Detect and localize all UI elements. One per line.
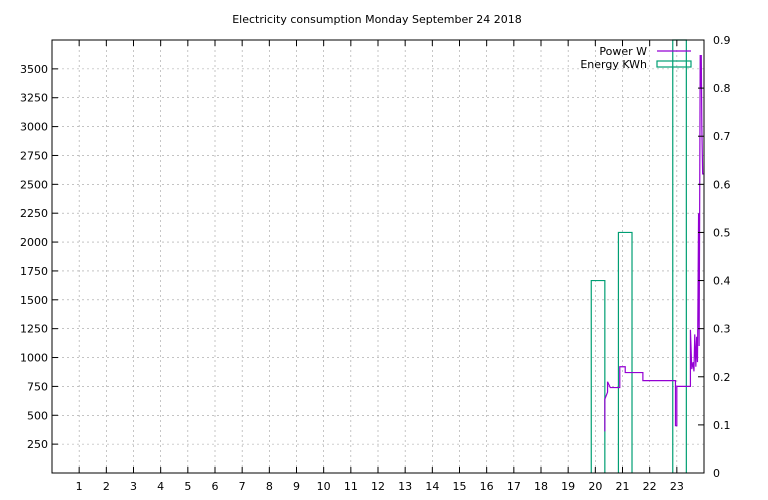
y-tick-label: 2750: [20, 149, 48, 162]
x-tick-label: 19: [561, 480, 575, 493]
y-tick-label: 1000: [20, 352, 48, 365]
x-tick-label: 18: [534, 480, 548, 493]
x-tick-label: 3: [130, 480, 137, 493]
y-tick-label: 750: [27, 380, 48, 393]
x-tick-label: 15: [453, 480, 467, 493]
x-tick-label: 16: [480, 480, 494, 493]
y2-tick-label: 0.9: [713, 34, 731, 47]
x-tick-label: 9: [293, 480, 300, 493]
y2-tick-label: 0.8: [713, 82, 731, 95]
plot-border: [51, 39, 705, 474]
y2-tick-label: 0.5: [713, 226, 731, 239]
grid: [52, 40, 704, 473]
power-line: [604, 55, 704, 432]
x-tick-label: 13: [398, 480, 412, 493]
y2-tick-label: 0.2: [713, 371, 731, 384]
y-tick-label: 3250: [20, 92, 48, 105]
y-tick-label: 1250: [20, 323, 48, 336]
x-tick-label: 20: [588, 480, 602, 493]
y2-tick-label: 0.1: [713, 419, 731, 432]
x-tick-label: 17: [507, 480, 521, 493]
x-tick-label: 2: [103, 480, 110, 493]
x-tick-label: 6: [212, 480, 219, 493]
x-tick-label: 21: [616, 480, 630, 493]
legend: Power W Energy KWh: [580, 45, 692, 71]
x-tick-label: 11: [344, 480, 358, 493]
x-tick-label: 5: [184, 480, 191, 493]
x-tick-label: 8: [266, 480, 273, 493]
y2-tick-label: 0.6: [713, 178, 731, 191]
chart-title: Electricity consumption Monday September…: [232, 13, 522, 26]
y2-tick-label: 0.4: [713, 275, 731, 288]
energy-bar: [617, 231, 633, 473]
y-tick-label: 1500: [20, 294, 48, 307]
x-tick-label: 23: [670, 480, 684, 493]
y-tick-label: 2000: [20, 236, 48, 249]
energy-bar: [672, 39, 687, 473]
x-tick-label: 14: [425, 480, 439, 493]
axes: 1 2 3 4 5 6 7 8 9 10 11 12 13 14 15 16 17 18 19 20 21 22 23250…: [20, 34, 731, 493]
x-tick-label: 12: [371, 480, 385, 493]
legend-label-power: Power W: [599, 45, 647, 58]
x-tick-label: 1: [76, 480, 83, 493]
y-tick-label: 3000: [20, 121, 48, 134]
x-tick-label: 7: [239, 480, 246, 493]
y-tick-label: 3500: [20, 63, 48, 76]
y-tick-label: 500: [27, 409, 48, 422]
series-layer: [590, 39, 704, 473]
y2-tick-label: 0.3: [713, 323, 731, 336]
y-tick-label: 250: [27, 438, 48, 451]
legend-label-energy: Energy KWh: [580, 58, 647, 71]
y2-tick-label: 0: [713, 467, 720, 480]
x-tick-label: 22: [643, 480, 657, 493]
x-tick-label: 10: [317, 480, 331, 493]
y-tick-label: 2250: [20, 207, 48, 220]
y-tick-label: 2500: [20, 178, 48, 191]
y2-tick-label: 0.7: [713, 130, 731, 143]
energy-bar: [590, 279, 606, 473]
x-tick-label: 4: [157, 480, 164, 493]
legend-swatch-energy: [656, 60, 692, 68]
y-tick-label: 1750: [20, 265, 48, 278]
